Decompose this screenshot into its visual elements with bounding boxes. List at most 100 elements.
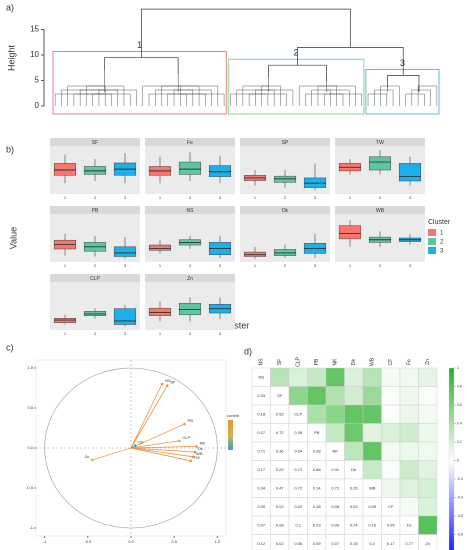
cluster-box: [365, 69, 440, 115]
diagonal-label: NK: [332, 448, 338, 453]
x-tick-label: 1: [64, 331, 67, 336]
dendro-leaf: [387, 85, 400, 106]
legend-swatch: [428, 229, 436, 236]
x-tick-label: 2: [94, 195, 97, 200]
facet-title: SF: [92, 140, 98, 146]
cell-color: [344, 386, 364, 406]
cluster-label: 3: [400, 58, 405, 68]
cell-color: [399, 386, 419, 406]
colorbar-label: 0.6: [457, 403, 462, 407]
cell-value: 0.68: [313, 467, 322, 472]
loading-arrow: [130, 447, 194, 458]
cell-value: 0.02: [294, 504, 303, 509]
cell-value: 0.54: [294, 448, 303, 453]
dendro-leaf: [104, 93, 112, 106]
colorbar-label: 1: [457, 366, 459, 370]
cell-color: [307, 404, 327, 424]
y-tick-label: -0.5: [26, 485, 34, 490]
cell-value: 0.17: [387, 541, 396, 546]
cell-value: 0.28: [313, 448, 322, 453]
cluster-label: 1: [137, 40, 142, 50]
cell-color: [344, 423, 364, 443]
cell-value: 0.15: [350, 541, 359, 546]
dendro-leaf: [326, 89, 331, 106]
diagonal-label: Fe: [407, 522, 412, 527]
dendro-leaf: [317, 85, 327, 106]
cell-color: [307, 386, 327, 406]
column-label: NS: [259, 358, 265, 366]
x-tick-label: 3: [124, 263, 127, 268]
cell-color: [344, 404, 364, 424]
x-tick-label: 2: [189, 195, 192, 200]
x-tick-label: 2: [284, 195, 287, 200]
legend-swatch: [428, 247, 436, 254]
cell-color: [288, 367, 308, 387]
colorbar-label: 0.2: [457, 440, 462, 444]
dendro-leaf: [248, 93, 269, 106]
box: [113, 246, 137, 257]
box: [178, 161, 202, 175]
facet-title: SP: [282, 140, 289, 146]
arrow-label: PB: [188, 418, 194, 423]
box: [113, 308, 137, 325]
cell-color: [362, 367, 382, 387]
dendro-leaf: [61, 89, 105, 106]
y-tick-label: 0: [35, 101, 40, 110]
facet-title: Zn: [187, 276, 193, 282]
cell-color: [381, 367, 401, 387]
arrow-head: [165, 384, 169, 387]
dendro-leaf: [268, 89, 294, 106]
diagonal-label: CLP: [294, 411, 302, 416]
x-tick-label: 1: [159, 195, 162, 200]
cell-value: 0.72: [331, 485, 340, 490]
facet-strip: [335, 138, 425, 146]
cell-value: 0.02: [276, 504, 285, 509]
dendro-leaf: [104, 89, 137, 106]
cluster-label: 2: [294, 48, 299, 58]
facet-strip: [50, 138, 140, 146]
cell-color: [381, 460, 401, 480]
colorbar: [228, 420, 233, 450]
y-tick-label: -1: [29, 525, 33, 530]
x-tick-label: 1: [159, 263, 162, 268]
cell-color: [418, 423, 438, 443]
dendro-leaf: [261, 85, 269, 106]
column-label: PB: [314, 358, 320, 365]
dendro-leaf: [268, 89, 275, 106]
cell-value: 0.22: [276, 467, 285, 472]
colorbar-label: -0.4: [457, 495, 463, 499]
x-tick-label: 2: [94, 263, 97, 268]
dendro-leaf: [104, 85, 125, 106]
cell-color: [307, 367, 327, 387]
cell-value: 0.05: [387, 522, 396, 527]
arrow-head: [189, 459, 192, 463]
cell-color: [418, 478, 438, 498]
legend-swatch: [428, 238, 436, 245]
cell-color: [344, 367, 364, 387]
cell-value: 0.34: [257, 393, 266, 398]
x-tick-label: 1: [64, 263, 67, 268]
box: [398, 163, 422, 182]
dendro-leaf: [326, 85, 337, 106]
panel-label: d): [244, 346, 252, 356]
dendro-leaf: [230, 93, 269, 106]
cell-value: 0.12: [257, 541, 266, 546]
x-tick-label: 2: [94, 331, 97, 336]
cell-value: 0.71: [257, 448, 266, 453]
x-tick-label: 3: [124, 195, 127, 200]
dendro-branch: [387, 75, 420, 92]
facet-title: PB: [92, 208, 99, 214]
x-tick-label: 1: [349, 263, 352, 268]
colorbar-label: 0.8: [457, 384, 462, 388]
cell-color: [362, 460, 382, 480]
y-tick-label: 1.0: [27, 365, 33, 370]
dendro-leaf: [73, 93, 105, 106]
cell-color: [418, 386, 438, 406]
facet-title: Fe: [187, 140, 193, 146]
column-label: Zn: [425, 359, 431, 365]
cell-color: [399, 367, 419, 387]
dendro-leaf: [305, 93, 327, 106]
x-tick-label: 1: [349, 195, 352, 200]
cell-color: [270, 367, 290, 387]
diagonal-label: Zn: [425, 541, 430, 546]
